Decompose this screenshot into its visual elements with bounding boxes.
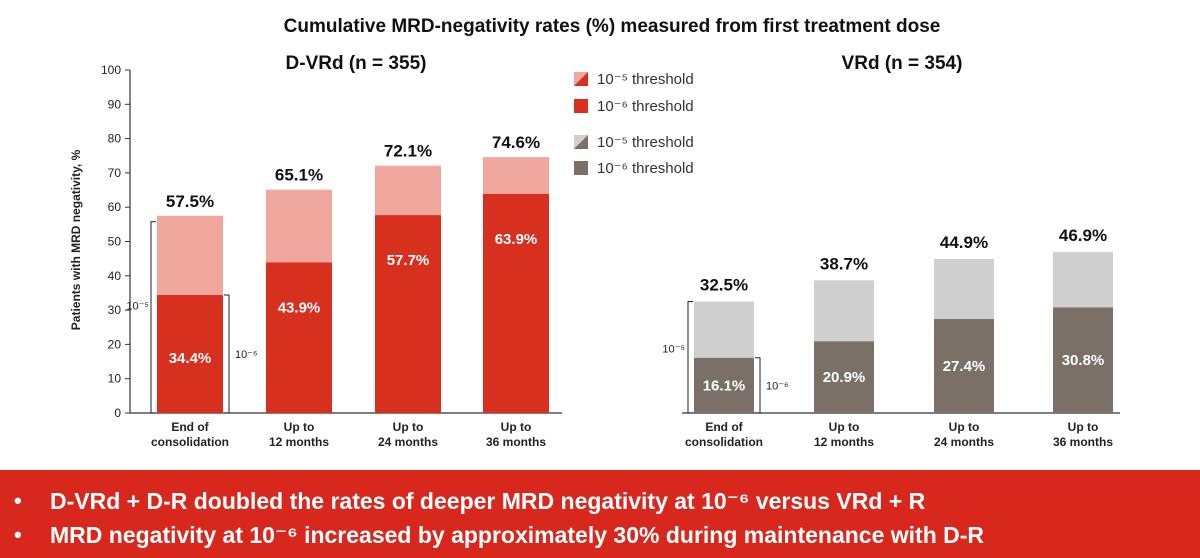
data-label-dvrd-10-6: 57.7% bbox=[387, 252, 430, 269]
y-tick-label: 50 bbox=[108, 235, 122, 249]
data-label-vrd-10-6: 20.9% bbox=[823, 369, 866, 386]
bracket-label-10-5: 10⁻⁵ bbox=[126, 300, 149, 312]
data-label-vrd-10-5: 46.9% bbox=[1059, 226, 1107, 245]
x-tick-label: Up to bbox=[1068, 420, 1099, 434]
bar-vrd-10-6 bbox=[694, 357, 754, 413]
bar-dvrd-10-5 bbox=[157, 215, 223, 296]
x-tick-label: End of bbox=[705, 420, 743, 434]
x-tick-label: Up to bbox=[284, 420, 315, 434]
x-tick-label: Up to bbox=[829, 420, 860, 434]
data-label-dvrd-10-6: 34.4% bbox=[169, 350, 212, 367]
bracket-label-10-6: 10⁻⁶ bbox=[235, 349, 258, 361]
data-label-vrd-10-5: 38.7% bbox=[820, 254, 868, 273]
legend-label-dvrd-10-6: 10⁻⁶ threshold bbox=[597, 98, 694, 115]
bar-vrd-10-5 bbox=[1053, 252, 1113, 308]
data-label-dvrd-10-5: 57.5% bbox=[166, 192, 214, 211]
chart-title: Cumulative MRD-negativity rates (%) meas… bbox=[284, 16, 941, 37]
x-tick-label: 24 months bbox=[378, 435, 438, 449]
panel-title-dvrd: D-VRd (n = 355) bbox=[286, 53, 427, 74]
y-tick-label: 20 bbox=[108, 337, 122, 351]
bracket-10-6 bbox=[755, 357, 761, 414]
bar-dvrd-10-5 bbox=[375, 165, 441, 216]
x-tick-label: Up to bbox=[501, 420, 532, 434]
y-tick-label: 70 bbox=[108, 166, 122, 180]
data-label-vrd-10-6: 27.4% bbox=[943, 358, 986, 375]
bracket-label-10-6: 10⁻⁶ bbox=[766, 380, 789, 392]
y-axis-label: Patients with MRD negativity, % bbox=[69, 149, 83, 330]
data-label-vrd-10-5: 44.9% bbox=[940, 233, 988, 252]
x-tick-label: 36 months bbox=[1053, 435, 1113, 449]
legend-swatch-dvrd-10-6 bbox=[574, 99, 588, 113]
y-tick-label: 40 bbox=[108, 269, 122, 283]
legend-swatch-dvrd-10-5-accent bbox=[574, 72, 588, 86]
panel-title-vrd: VRd (n = 354) bbox=[842, 53, 963, 74]
legend-label-vrd-10-6: 10⁻⁶ threshold bbox=[597, 160, 694, 177]
bullet-icon: • bbox=[14, 488, 22, 513]
bar-vrd-10-5 bbox=[694, 301, 754, 358]
legend: 10⁻⁵ threshold 10⁻⁶ threshold 10⁻⁵ thres… bbox=[574, 71, 694, 177]
bar-dvrd-10-5 bbox=[266, 189, 332, 263]
bracket-10-5 bbox=[687, 301, 693, 414]
bracket-label-10-5: 10⁻⁵ bbox=[662, 343, 685, 355]
y-tick-label: 30 bbox=[108, 303, 122, 317]
data-label-dvrd-10-5: 65.1% bbox=[275, 166, 323, 185]
chart: Cumulative MRD-negativity rates (%) meas… bbox=[69, 16, 1120, 449]
data-label-vrd-10-5: 32.5% bbox=[700, 276, 748, 295]
y-tick-label: 100 bbox=[101, 63, 121, 77]
legend-label-dvrd-10-5: 10⁻⁵ threshold bbox=[597, 71, 694, 88]
x-tick-label: 36 months bbox=[486, 435, 546, 449]
y-tick-label: 60 bbox=[108, 200, 122, 214]
y-tick-label: 0 bbox=[114, 406, 121, 420]
x-tick-label: Up to bbox=[949, 420, 980, 434]
data-label-dvrd-10-5: 72.1% bbox=[384, 142, 432, 161]
key-finding-2: • MRD negativity at 10⁻⁶ increased by ap… bbox=[14, 518, 1200, 552]
bar-vrd-10-5 bbox=[814, 280, 874, 342]
key-findings-banner: • D-VRd + D-R doubled the rates of deepe… bbox=[0, 470, 1200, 558]
bullet-icon: • bbox=[14, 522, 22, 547]
bar-dvrd-10-5 bbox=[483, 157, 549, 194]
x-tick-label: consolidation bbox=[151, 435, 229, 449]
bar-vrd-10-6 bbox=[814, 341, 874, 413]
bar-vrd-10-6 bbox=[1053, 307, 1113, 413]
x-tick-label: 12 months bbox=[814, 435, 874, 449]
data-label-dvrd-10-6: 63.9% bbox=[495, 231, 538, 248]
bracket-10-5 bbox=[150, 221, 156, 414]
y-tick-label: 10 bbox=[108, 372, 122, 386]
legend-swatch-vrd-10-5-accent bbox=[574, 135, 588, 149]
bar-dvrd-10-6 bbox=[157, 295, 223, 413]
legend-swatch-vrd-10-6 bbox=[574, 161, 588, 175]
x-tick-label: 24 months bbox=[934, 435, 994, 449]
x-tick-label: End of bbox=[171, 420, 209, 434]
bar-dvrd-10-6 bbox=[483, 193, 549, 413]
legend-label-vrd-10-5: 10⁻⁵ threshold bbox=[597, 134, 694, 151]
bar-dvrd-10-6 bbox=[375, 215, 441, 413]
key-finding-1: • D-VRd + D-R doubled the rates of deepe… bbox=[14, 484, 1200, 518]
x-tick-label: 12 months bbox=[269, 435, 329, 449]
key-finding-2-text: MRD negativity at 10⁻⁶ increased by appr… bbox=[50, 522, 985, 548]
data-label-dvrd-10-6: 43.9% bbox=[278, 299, 321, 316]
data-label-vrd-10-6: 30.8% bbox=[1062, 352, 1105, 369]
x-tick-label: consolidation bbox=[685, 435, 763, 449]
y-tick-label: 80 bbox=[108, 132, 122, 146]
bracket-10-6 bbox=[224, 294, 230, 414]
bar-vrd-10-6 bbox=[934, 319, 994, 413]
bar-dvrd-10-6 bbox=[266, 262, 332, 413]
x-tick-label: Up to bbox=[393, 420, 424, 434]
data-label-dvrd-10-5: 74.6% bbox=[492, 133, 540, 152]
bar-vrd-10-5 bbox=[934, 258, 994, 320]
key-finding-1-text: D-VRd + D-R doubled the rates of deeper … bbox=[50, 488, 926, 514]
y-tick-label: 90 bbox=[108, 97, 122, 111]
data-label-vrd-10-6: 16.1% bbox=[703, 377, 746, 394]
